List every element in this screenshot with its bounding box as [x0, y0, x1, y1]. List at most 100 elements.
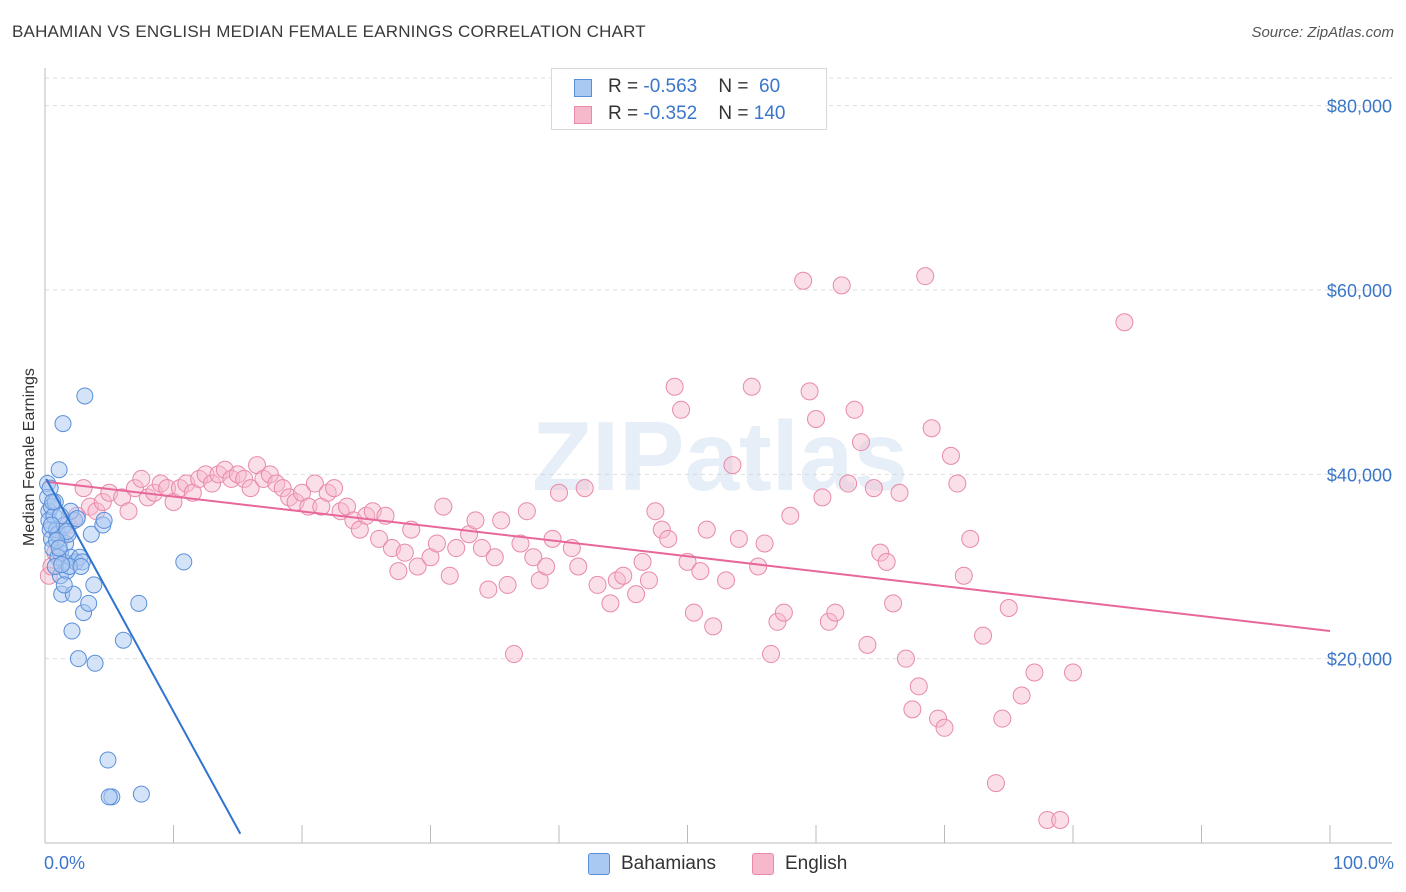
english-point — [774, 603, 793, 622]
bahamians-legend-swatch — [588, 853, 610, 875]
english-point — [479, 580, 498, 599]
english-point — [607, 571, 626, 590]
bahamians-point — [53, 556, 71, 574]
english-point — [569, 557, 588, 576]
r-value: -0.563 — [643, 76, 698, 97]
english-point — [196, 465, 215, 484]
english-point — [807, 410, 825, 429]
english-point — [472, 539, 491, 558]
english-point — [389, 562, 408, 581]
english-point — [235, 469, 254, 488]
english-point — [537, 557, 556, 576]
bahamians-point — [82, 525, 100, 543]
bahamians-point — [76, 387, 94, 405]
english-point — [203, 474, 222, 493]
bahamians-point — [50, 539, 68, 557]
english-point — [408, 557, 427, 576]
y-tick-label: $20,000 — [1327, 650, 1392, 670]
english-point — [119, 502, 138, 521]
watermark: ZIPatlas — [532, 401, 908, 511]
english-point — [916, 267, 935, 286]
english-point — [1025, 663, 1044, 682]
english-point — [267, 474, 286, 493]
english-point — [395, 543, 414, 562]
english-point — [485, 548, 504, 567]
english-swatch — [574, 106, 592, 124]
english-point — [1051, 810, 1070, 829]
english-point — [588, 575, 607, 594]
english-point — [903, 700, 922, 719]
english-point — [427, 534, 446, 553]
bahamians-point — [99, 751, 117, 769]
bahamians-point — [72, 557, 90, 575]
english-point — [665, 377, 684, 396]
english-point — [646, 502, 665, 521]
english-point — [948, 474, 967, 493]
english-point — [543, 529, 562, 548]
english-point — [896, 649, 915, 668]
r-label: R = — [608, 103, 644, 124]
english-point — [729, 529, 748, 548]
english-point — [768, 612, 787, 631]
y-tick-labels: $20,000 $40,000 $60,000 $80,000 — [1327, 97, 1392, 670]
bahamians-point — [80, 594, 98, 612]
english-point — [723, 456, 742, 475]
english-point — [858, 635, 877, 654]
source-credit: Source: ZipAtlas.com — [1251, 24, 1394, 41]
r-label: R = — [608, 76, 644, 97]
english-point — [755, 534, 774, 553]
english-point — [909, 677, 928, 696]
english-point — [819, 612, 838, 631]
bahamians-swatch — [574, 79, 592, 97]
bahamians-point — [85, 576, 103, 594]
bahamians-point — [55, 576, 73, 594]
english-point — [890, 483, 909, 502]
english-point — [851, 433, 870, 452]
english-point — [325, 479, 344, 498]
bahamians-point — [86, 654, 104, 672]
english-point — [492, 511, 511, 530]
n-value: 60 — [753, 76, 781, 97]
english-point — [826, 603, 845, 622]
english-point — [922, 419, 941, 438]
english-trendline — [46, 480, 1331, 633]
bahamians-point — [42, 516, 60, 534]
chart-title: BAHAMIAN VS ENGLISH MEDIAN FEMALE EARNIN… — [12, 22, 646, 41]
english-point — [672, 400, 691, 419]
english-point — [1038, 810, 1057, 829]
english-point — [575, 479, 594, 498]
x-tick-labels: 0.0% 100.0% — [44, 853, 1394, 873]
english-point — [839, 474, 858, 493]
english-point — [845, 400, 864, 419]
bahamians-point — [130, 594, 148, 612]
english-point — [440, 566, 459, 585]
bahamians-point — [68, 510, 86, 528]
english-point — [742, 377, 761, 396]
english-point — [511, 534, 530, 553]
english-point — [601, 594, 620, 613]
english-point — [935, 718, 954, 737]
x-tick-label: 100.0% — [1333, 853, 1394, 873]
english-point — [884, 594, 903, 613]
english-point — [222, 469, 241, 488]
english-point — [633, 552, 652, 571]
english-point — [498, 575, 517, 594]
bahamians-point — [69, 650, 87, 668]
english-point — [684, 603, 703, 622]
english-point — [305, 474, 324, 493]
english-point — [691, 562, 710, 581]
n-value: 140 — [753, 103, 786, 124]
legend-label: English — [785, 853, 848, 874]
english-point — [800, 382, 819, 401]
english-point — [1115, 313, 1134, 332]
english-point — [228, 465, 247, 484]
english-point — [864, 479, 883, 498]
axes — [44, 68, 1392, 844]
grid-lines — [45, 77, 1392, 660]
correlation-legend: R = -0.563 N = 60 R = -0.352 N = 140 — [551, 68, 827, 130]
r-value: -0.352 — [643, 103, 698, 124]
english-point — [1012, 686, 1031, 705]
english-point — [505, 645, 524, 664]
english-point — [717, 571, 736, 590]
